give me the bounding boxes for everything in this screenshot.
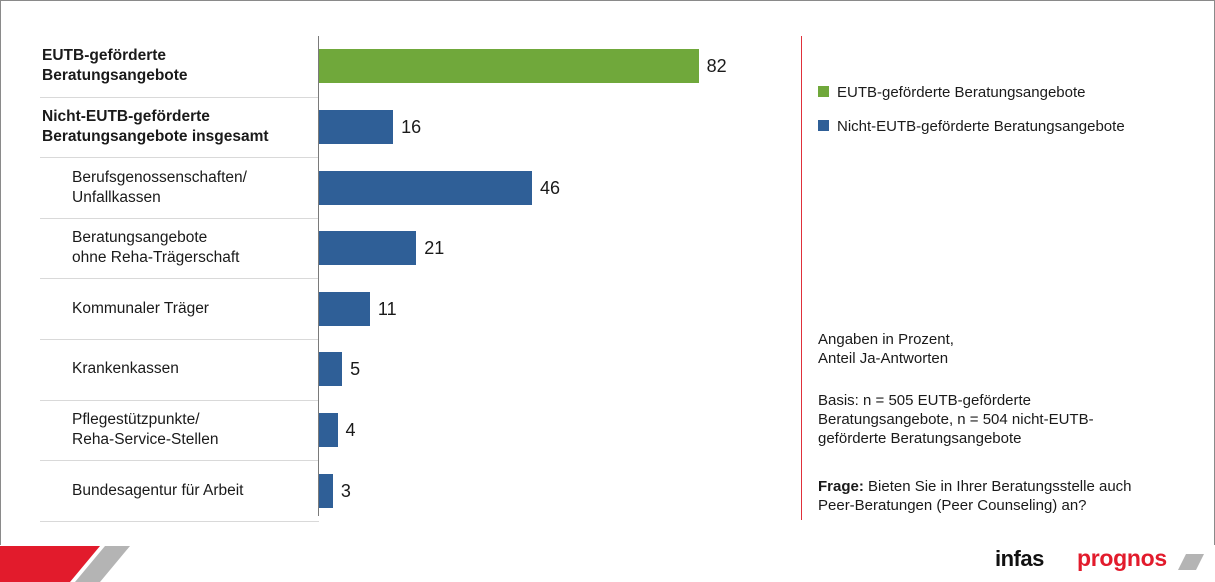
frame-border-top xyxy=(0,0,1215,1)
category-label-line: Bundesagentur für Arbeit xyxy=(72,481,244,499)
legend-swatch-blue xyxy=(818,120,829,131)
row-separator xyxy=(40,400,319,401)
category-label-line: Unfallkassen xyxy=(72,188,161,206)
category-label-line: Beratungsangebote xyxy=(72,229,208,247)
bar-value-label: 5 xyxy=(350,359,361,380)
bar xyxy=(319,412,338,447)
category-label-line: Berufsgenossenschaften/ xyxy=(72,168,247,186)
question-line: Peer-Beratungen (Peer Counseling) an? xyxy=(818,497,1087,514)
category-label: Pflegestützpunkte/Reha-Service-Stellen xyxy=(72,410,218,450)
row-separator xyxy=(40,218,319,219)
legend-label: EUTB-geförderte Beratungsangebote xyxy=(837,84,1086,101)
bar xyxy=(319,49,699,84)
question-label: Frage: xyxy=(818,478,864,495)
grey-stripe-shape xyxy=(75,546,130,582)
row-separator xyxy=(40,157,319,158)
prognos-logo: prognos xyxy=(1077,545,1167,572)
bar-value-label: 82 xyxy=(706,56,727,77)
bar-value-label: 3 xyxy=(340,480,351,501)
bar-value-label: 4 xyxy=(345,419,356,440)
corner-stripe-graphic xyxy=(0,546,130,582)
category-label-line: Reha-Service-Stellen xyxy=(72,430,219,448)
units-note: Angaben in Prozent, Anteil Ja-Antworten xyxy=(818,330,1198,368)
category-label: Beratungsangebote ohne Reha-Trägerschaft xyxy=(72,228,239,268)
legend-label: Nicht-EUTB-geförderte Beratungsangebote xyxy=(837,118,1125,135)
prognos-logo-text: prognos xyxy=(1077,545,1167,571)
units-line: Anteil Ja-Antworten xyxy=(818,350,949,367)
row-separator xyxy=(40,521,319,522)
row-separator xyxy=(40,278,319,279)
bar-value-label: 11 xyxy=(377,298,397,319)
category-label: Bundesagentur für Arbeit xyxy=(72,481,243,501)
question-text: Bieten Sie in Ihrer Beratungsstelle auch xyxy=(863,478,1132,495)
legend-item-eutb: EUTB-geförderte Beratungsangebote xyxy=(818,84,1086,102)
category-label-line: Krankenkassen xyxy=(72,360,179,378)
bar xyxy=(319,231,417,266)
category-label-line: Beratungsangebote xyxy=(42,67,188,85)
category-label-line: EUTB-geförderte xyxy=(42,47,167,65)
bar xyxy=(319,291,370,326)
question-note: Frage: Bieten Sie in Ihrer Beratungsstel… xyxy=(818,477,1198,515)
category-label-line: ohne Reha-Trägerschaft xyxy=(72,249,240,267)
basis-line: geförderte Beratungsangebote xyxy=(818,430,1022,447)
category-label-line: Beratungsangebote insgesamt xyxy=(42,127,269,145)
category-axis-line xyxy=(318,36,319,516)
category-label-line: Pflegestützpunkte/ xyxy=(72,410,200,428)
question-line: Frage: Bieten Sie in Ihrer Beratungsstel… xyxy=(818,477,1198,496)
row-separator xyxy=(40,97,319,98)
category-label: Krankenkassen xyxy=(72,359,179,379)
row-separator xyxy=(40,460,319,461)
basis-line: Basis: n = 505 EUTB-geförderte xyxy=(818,392,1032,409)
basis-line: Beratungsangebote, n = 504 nicht-EUTB- xyxy=(818,411,1094,428)
legend-item-nicht-eutb: Nicht-EUTB-geförderte Beratungsangebote xyxy=(818,118,1125,136)
bar xyxy=(319,473,333,508)
category-label: Berufsgenossenschaften/Unfallkassen xyxy=(72,168,247,208)
bar-value-label: 21 xyxy=(424,238,445,259)
red-divider-line xyxy=(801,36,802,520)
basis-note: Basis: n = 505 EUTB-geförderte Beratungs… xyxy=(818,391,1198,448)
row-separator xyxy=(40,339,319,340)
category-label: EUTB-geförderte Beratungsangebote xyxy=(42,46,188,86)
category-label: Kommunaler Träger xyxy=(72,299,209,319)
bar-value-label: 46 xyxy=(539,177,560,198)
bar xyxy=(319,109,394,144)
bar xyxy=(319,170,532,205)
category-label: Nicht-EUTB-geförderte Beratungsangebote i… xyxy=(42,107,269,147)
category-label-line: Kommunaler Träger xyxy=(72,299,209,317)
bar xyxy=(319,352,343,387)
infas-logo: infas xyxy=(995,546,1044,571)
bar-value-label: 16 xyxy=(401,116,422,137)
prognos-logo-stripe-icon xyxy=(1178,554,1204,570)
units-line: Angaben in Prozent, xyxy=(818,331,954,348)
legend-swatch-green xyxy=(818,86,829,97)
category-label-line: Nicht-EUTB-geförderte xyxy=(42,107,210,125)
frame-border-left xyxy=(0,0,1,545)
red-stripe-shape xyxy=(0,546,100,582)
